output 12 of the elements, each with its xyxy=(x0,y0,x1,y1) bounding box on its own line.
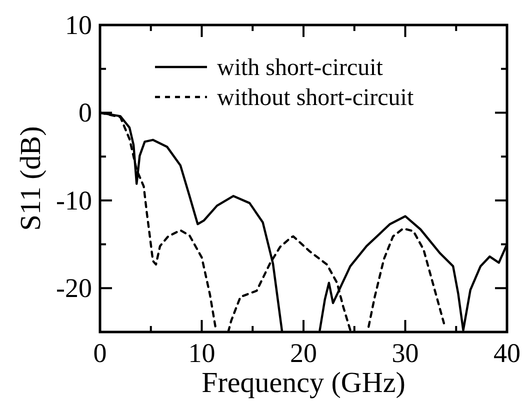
legend-label: without short-circuit xyxy=(217,85,414,111)
y-tick-label: 0 xyxy=(78,98,92,128)
x-tick-label: 30 xyxy=(392,338,419,368)
y-axis-title: S11 (dB) xyxy=(15,126,47,231)
x-tick-label: 10 xyxy=(188,338,216,368)
x-tick-label: 20 xyxy=(290,338,317,368)
y-tick-label: 10 xyxy=(65,10,92,40)
x-axis-title: Frequency (GHz) xyxy=(202,367,406,399)
legend-label: with short-circuit xyxy=(217,55,384,81)
y-tick-label: -10 xyxy=(56,185,92,216)
x-tick-label: 40 xyxy=(494,338,520,368)
y-tick-label: -20 xyxy=(56,273,92,304)
